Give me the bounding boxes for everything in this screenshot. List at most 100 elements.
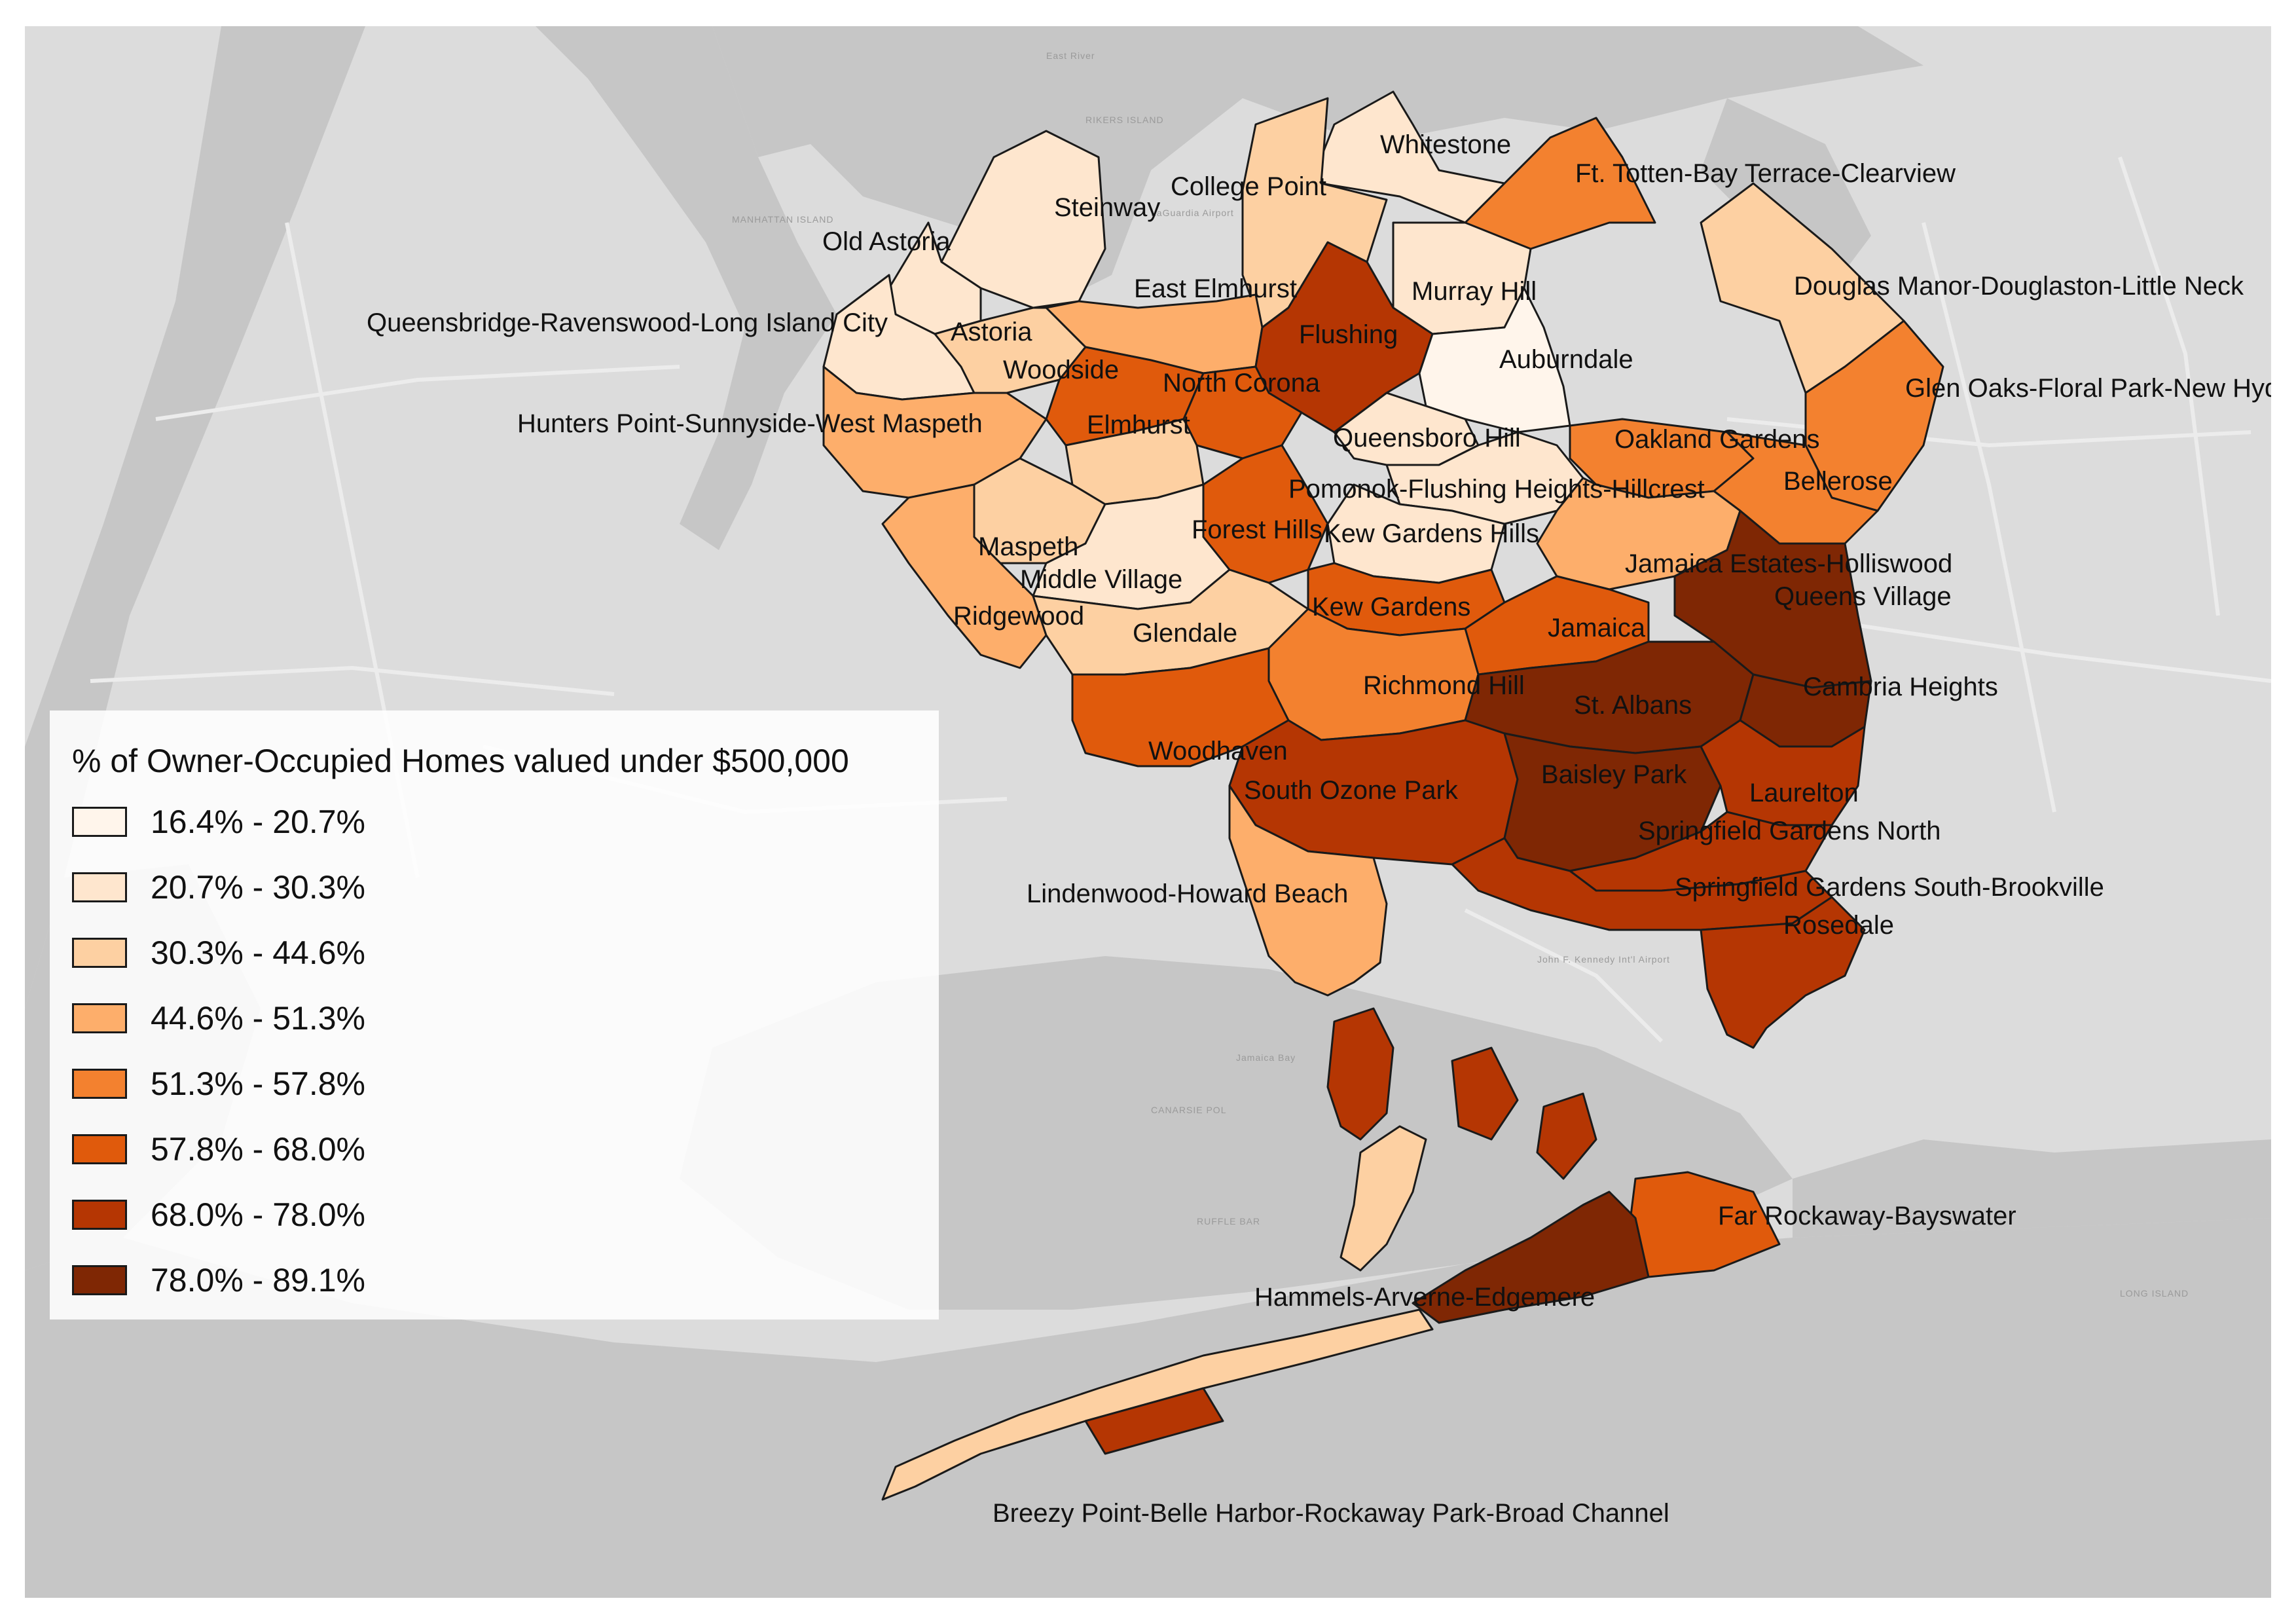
legend-label: 16.4% - 20.7% — [151, 803, 365, 840]
hood-ridgewood[interactable] — [881, 483, 1048, 669]
legend-swatch — [72, 1003, 127, 1033]
basemap-label-laguardia: LaGuardia Airport — [1151, 208, 1234, 218]
legend-item: 57.8% - 68.0% — [72, 1130, 365, 1169]
label-forest-hills: Forest Hills — [1192, 515, 1322, 544]
legend-swatch — [72, 872, 127, 902]
legend-item: 44.6% - 51.3% — [72, 999, 365, 1038]
hood-bay-island-mid[interactable] — [1451, 1046, 1519, 1141]
hood-springfield-gardens-south[interactable] — [1451, 837, 1833, 931]
label-oakland-gardens: Oakland Gardens — [1614, 425, 1820, 454]
hood-rockaway-mid[interactable] — [1084, 1387, 1224, 1455]
label-south-ozone-park: South Ozone Park — [1244, 776, 1459, 805]
hudson-river — [25, 26, 365, 1008]
label-astoria: Astoria — [951, 318, 1032, 346]
label-glen-oaks: Glen Oaks-Floral Park-New Hyde — [1905, 374, 2271, 403]
label-st-albans: St. Albans — [1574, 691, 1692, 720]
label-breezy-point: Breezy Point-Belle Harbor-Rockaway Park-… — [993, 1499, 1669, 1528]
legend-label: 20.7% - 30.3% — [151, 869, 365, 906]
legend-label: 51.3% - 57.8% — [151, 1065, 365, 1102]
label-steinway: Steinway — [1054, 193, 1160, 222]
label-springfield-gardens-north: Springfield Gardens North — [1638, 817, 1941, 845]
hood-broad-channel-island[interactable] — [1339, 1125, 1427, 1272]
jamaica-bay — [680, 956, 1793, 1310]
legend-swatch — [72, 938, 127, 968]
hood-hunters-point[interactable] — [822, 365, 1048, 499]
label-middle-village: Middle Village — [1020, 565, 1182, 594]
label-old-astoria: Old Astoria — [822, 227, 951, 256]
legend-swatch — [72, 1265, 127, 1295]
nassau-inlets — [1793, 1139, 2271, 1238]
label-far-rockaway: Far Rockaway-Bayswater — [1718, 1202, 2016, 1230]
basemap-label-ruffle-bar: RUFFLE BAR — [1197, 1216, 1260, 1227]
map-canvas[interactable]: East River RIKERS ISLAND MANHATTAN ISLAN… — [25, 26, 2271, 1598]
neighborhood-layer — [822, 90, 1944, 1501]
hood-bay-island-east[interactable] — [1536, 1092, 1597, 1180]
label-ridgewood: Ridgewood — [953, 602, 1084, 631]
label-cambria-heights: Cambria Heights — [1803, 673, 1998, 701]
little-neck-bay — [1701, 98, 1871, 288]
label-kew-gardens-hills: Kew Gardens Hills — [1324, 519, 1539, 548]
basemap-label-jfk: John F. Kennedy Int'l Airport — [1537, 954, 1670, 965]
hood-breezy-point[interactable] — [881, 1308, 1434, 1501]
label-laurelton: Laurelton — [1749, 779, 1859, 807]
label-whitestone: Whitestone — [1380, 130, 1511, 159]
legend-item: 16.4% - 20.7% — [72, 802, 365, 841]
label-jamaica-estates: Jamaica Estates-Holliswood — [1625, 549, 1952, 578]
label-jamaica: Jamaica — [1548, 614, 1646, 642]
hood-bay-island-west[interactable] — [1326, 1007, 1394, 1141]
label-queens-village: Queens Village — [1774, 582, 1952, 611]
label-hammels-arverne: Hammels-Arverne-Edgemere — [1254, 1283, 1595, 1312]
label-elmhurst: Elmhurst — [1087, 411, 1190, 439]
label-glendale: Glendale — [1133, 619, 1237, 648]
basemap-label-canarsie: CANARSIE POL — [1151, 1105, 1226, 1115]
basemap-label-jamaica-bay: Jamaica Bay — [1236, 1052, 1296, 1063]
legend-item: 20.7% - 30.3% — [72, 868, 365, 907]
label-woodside: Woodside — [1003, 356, 1119, 384]
neighborhood-labels: Whitestone College Point Steinway Old As… — [367, 130, 2271, 1528]
basemap-label-long-island: LONG ISLAND — [2120, 1288, 2189, 1299]
label-rosedale: Rosedale — [1783, 911, 1894, 940]
label-murray-hill: Murray Hill — [1412, 277, 1537, 306]
basemap-label-rikers: RIKERS ISLAND — [1085, 115, 1164, 125]
label-pomonok: Pomonok-Flushing Heights-Hillcrest — [1288, 475, 1705, 504]
hood-rosedale[interactable] — [1700, 896, 1866, 1049]
east-river — [536, 26, 837, 550]
legend-label: 44.6% - 51.3% — [151, 1000, 365, 1037]
label-douglas-manor: Douglas Manor-Douglaston-Little Neck — [1794, 272, 2244, 301]
map-frame[interactable]: East River RIKERS ISLAND MANHATTAN ISLAN… — [25, 26, 2271, 1598]
label-kew-gardens: Kew Gardens — [1312, 593, 1470, 621]
map-legend: % of Owner-Occupied Homes valued under $… — [50, 710, 939, 1320]
legend-swatch — [72, 807, 127, 837]
label-auburndale: Auburndale — [1499, 345, 1633, 374]
label-north-corona: North Corona — [1163, 369, 1321, 397]
label-lindenwood: Lindenwood-Howard Beach — [1027, 879, 1348, 908]
label-bellerose: Bellerose — [1783, 467, 1893, 496]
legend-title: % of Owner-Occupied Homes valued under $… — [72, 743, 849, 779]
legend-swatch — [72, 1069, 127, 1099]
label-woodhaven: Woodhaven — [1148, 737, 1288, 766]
hood-lindenwood-howard-beach[interactable] — [1228, 784, 1388, 997]
legend-label: 57.8% - 68.0% — [151, 1131, 365, 1168]
legend-label: 68.0% - 78.0% — [151, 1196, 365, 1233]
legend-label: 30.3% - 44.6% — [151, 934, 365, 971]
basemap-label-manhattan: MANHATTAN ISLAND — [732, 214, 834, 225]
basemap-label-east-river: East River — [1046, 50, 1095, 61]
label-college-point: College Point — [1171, 172, 1326, 201]
label-richmond-hill: Richmond Hill — [1363, 671, 1525, 700]
label-flushing: Flushing — [1299, 320, 1398, 349]
label-springfield-gardens-south: Springfield Gardens South-Brookville — [1675, 873, 2104, 902]
label-queensboro-hill: Queensboro Hill — [1333, 424, 1521, 452]
label-baisley-park: Baisley Park — [1541, 760, 1687, 789]
label-ft-totten: Ft. Totten-Bay Terrace-Clearview — [1575, 159, 1956, 188]
legend-swatch — [72, 1134, 127, 1164]
legend-label: 78.0% - 89.1% — [151, 1262, 365, 1299]
label-queensbridge-lic: Queensbridge-Ravenswood-Long Island City — [367, 308, 888, 337]
label-hunters-point: Hunters Point-Sunnyside-West Maspeth — [517, 409, 983, 438]
legend-swatch — [72, 1200, 127, 1230]
legend-item: 78.0% - 89.1% — [72, 1261, 365, 1300]
legend-item: 68.0% - 78.0% — [72, 1195, 365, 1234]
hood-hammels-arverne[interactable] — [1412, 1190, 1650, 1324]
legend-item: 30.3% - 44.6% — [72, 933, 365, 972]
label-east-elmhurst: East Elmhurst — [1134, 274, 1297, 303]
legend-item: 51.3% - 57.8% — [72, 1064, 365, 1103]
